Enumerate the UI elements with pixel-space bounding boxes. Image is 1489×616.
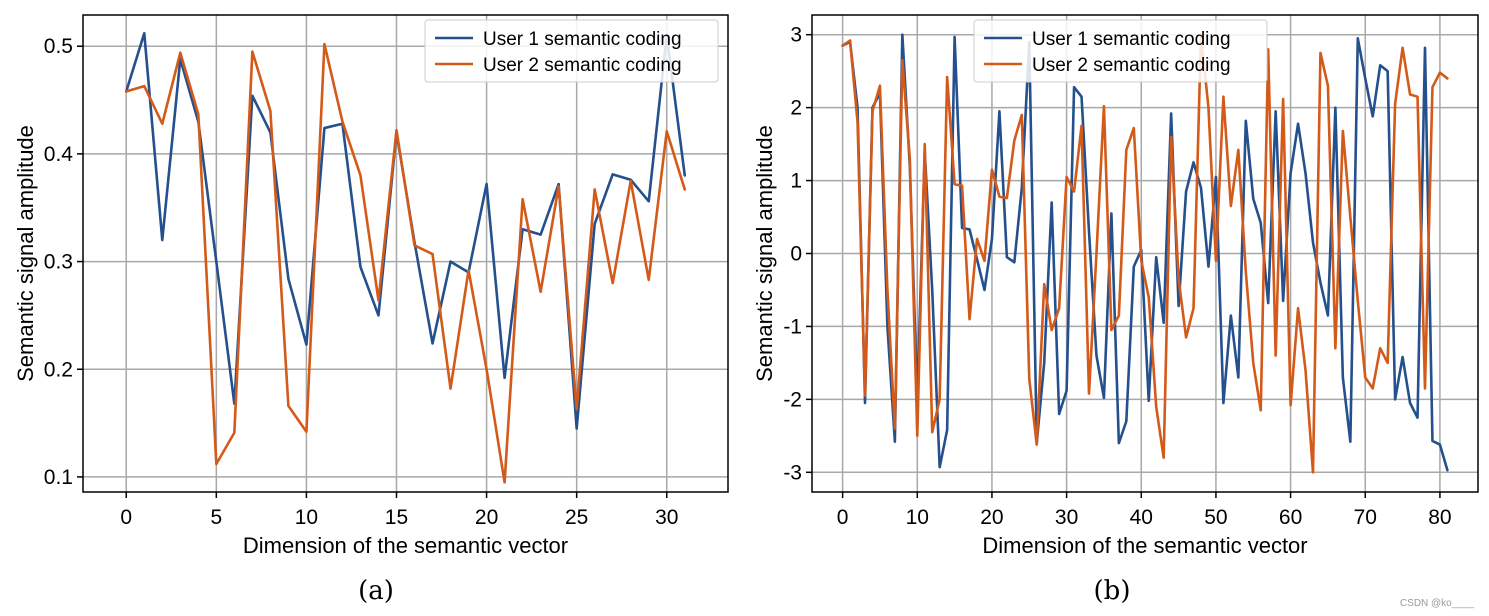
x-axis-label-b: Dimension of the semantic vector: [982, 533, 1307, 558]
panel-label-b: (b): [1094, 576, 1131, 606]
y-tick-label-b: 3: [790, 24, 802, 47]
panel-label-a: (a): [358, 576, 394, 606]
x-tick-label-b: 40: [1130, 506, 1153, 529]
legend-label-b-user2: User 2 semantic coding: [1032, 55, 1231, 76]
x-tick-label-b: 10: [906, 506, 929, 529]
y-tick-label-a: 0.5: [44, 35, 73, 58]
y-tick-label-b: -1: [783, 315, 802, 338]
x-tick-label-b: 50: [1204, 506, 1227, 529]
watermark-text: CSDN @ko____: [1400, 598, 1475, 609]
y-tick-label-b: 1: [790, 170, 802, 193]
series-line-b-user2: [841, 33, 1449, 474]
series-group-a: [124, 31, 687, 484]
legend-box-b: [973, 19, 1268, 83]
y-axis-label-b: Semantic signal amplitude: [752, 125, 777, 382]
legend-a: User 1 semantic coding User 2 semantic co…: [424, 19, 719, 83]
series-line-a-user2: [124, 42, 687, 484]
legend-label-a-user2: User 2 semantic coding: [483, 55, 682, 76]
x-tick-label-a: 20: [475, 506, 498, 529]
y-tick-label-b: -2: [783, 388, 802, 411]
legend-b: User 1 semantic coding User 2 semantic co…: [973, 19, 1268, 83]
plot-frame-a: [82, 14, 729, 493]
y-tick-label-b: 0: [790, 243, 802, 266]
x-tick-label-a: 30: [655, 506, 678, 529]
x-tick-label-a: 15: [385, 506, 408, 529]
grid-a: [83, 15, 728, 492]
y-axis-label-a: Semantic signal amplitude: [13, 125, 38, 382]
series-group-b: [841, 33, 1449, 474]
x-tick-label-b: 0: [837, 506, 849, 529]
legend-label-a-user1: User 1 semantic coding: [483, 29, 682, 50]
x-tick-label-b: 70: [1354, 506, 1377, 529]
x-tick-label-b: 60: [1279, 506, 1302, 529]
ticks-a: 0 5 10 15 20 25 30 0.1 0.2 0.3 0.4 0.5: [44, 35, 679, 529]
x-axis-label-a: Dimension of the semantic vector: [243, 533, 568, 558]
x-tick-label-a: 25: [565, 506, 588, 529]
y-tick-label-b: 2: [790, 97, 802, 120]
legend-box-a: [424, 19, 719, 83]
x-tick-label-a: 5: [210, 506, 222, 529]
x-tick-label-b: 20: [980, 506, 1003, 529]
y-tick-label-a: 0.4: [44, 143, 74, 166]
x-tick-label-a: 10: [295, 506, 318, 529]
y-tick-label-a: 0.1: [44, 466, 73, 489]
legend-label-b-user1: User 1 semantic coding: [1032, 29, 1231, 50]
x-tick-label-b: 30: [1055, 506, 1078, 529]
y-tick-label-b: -3: [783, 461, 802, 484]
chart-panel-a: 0 5 10 15 20 25 30 0.1 0.2 0.3 0.4 0.5 User 1 seman…: [13, 14, 729, 606]
x-tick-label-b: 80: [1428, 506, 1451, 529]
y-tick-label-a: 0.3: [44, 251, 73, 274]
series-line-b-user1: [841, 33, 1449, 472]
x-tick-label-a: 0: [120, 506, 132, 529]
y-tick-label-a: 0.2: [44, 358, 73, 381]
